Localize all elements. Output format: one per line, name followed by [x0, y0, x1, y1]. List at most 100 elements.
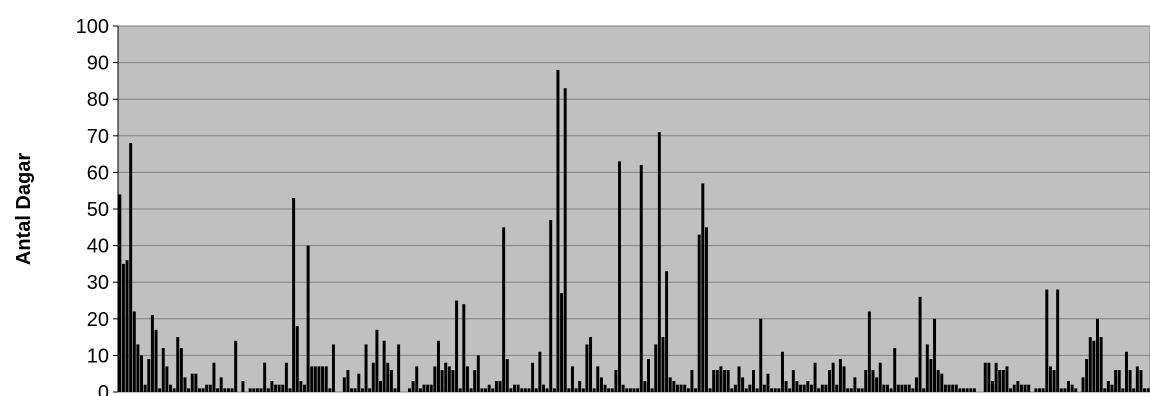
bar	[730, 388, 734, 392]
y-tick-label: 100	[76, 16, 109, 38]
bar	[697, 234, 701, 392]
bar	[516, 384, 520, 392]
bar	[704, 227, 708, 392]
bar	[726, 370, 730, 392]
bar	[324, 366, 328, 392]
bar	[147, 359, 151, 392]
bar	[936, 370, 940, 392]
bar	[675, 384, 679, 392]
bar	[813, 362, 817, 392]
bar	[1048, 366, 1052, 392]
bar	[918, 296, 922, 392]
bar	[1128, 370, 1132, 392]
bar	[541, 384, 545, 392]
bar	[484, 388, 488, 392]
bar	[436, 340, 440, 392]
bar	[1117, 370, 1121, 392]
bar	[871, 370, 875, 392]
bar	[596, 366, 600, 392]
bar	[820, 384, 824, 392]
bar	[842, 366, 846, 392]
bar	[371, 362, 375, 392]
bar	[922, 388, 926, 392]
bar	[197, 388, 201, 392]
bar	[570, 366, 574, 392]
bar	[552, 388, 556, 392]
bar	[129, 143, 133, 392]
bar	[994, 362, 998, 392]
bar	[444, 362, 448, 392]
bar	[686, 388, 690, 392]
bar	[379, 381, 383, 392]
bar	[592, 388, 596, 392]
bar	[469, 388, 473, 392]
bar	[661, 337, 665, 392]
bar	[1124, 351, 1128, 392]
bar	[223, 388, 227, 392]
bar	[654, 344, 658, 392]
bar	[762, 384, 766, 392]
bar	[179, 348, 183, 392]
bar	[429, 384, 433, 392]
bar	[284, 362, 288, 392]
bar	[154, 329, 158, 392]
bar	[560, 293, 564, 392]
bar	[1099, 337, 1103, 392]
bar	[860, 388, 864, 392]
bar	[972, 388, 976, 392]
bar	[513, 384, 516, 392]
bar	[241, 381, 245, 392]
bar	[643, 381, 647, 392]
bar	[1059, 388, 1063, 392]
bar	[190, 373, 194, 392]
bar	[672, 381, 676, 392]
bar	[603, 384, 607, 392]
bar	[947, 384, 951, 392]
bar	[1041, 388, 1045, 392]
bar	[998, 370, 1002, 392]
bar	[1103, 388, 1107, 392]
bar	[744, 388, 748, 392]
bar	[1096, 318, 1099, 392]
bar	[817, 388, 821, 392]
bar	[534, 388, 538, 392]
bar	[864, 370, 868, 392]
bar	[389, 370, 393, 392]
bar	[411, 381, 415, 392]
bar	[1081, 377, 1085, 392]
bar	[263, 362, 267, 392]
bar	[158, 388, 162, 392]
bar	[824, 384, 828, 392]
bar	[364, 344, 368, 392]
bar	[882, 384, 886, 392]
bar	[306, 245, 310, 392]
bar	[907, 384, 911, 392]
bar	[737, 366, 741, 392]
bar	[889, 388, 893, 392]
bar	[809, 384, 813, 392]
bar	[806, 381, 810, 392]
bar	[799, 384, 803, 392]
bar	[708, 388, 712, 392]
bar	[567, 388, 571, 392]
bar	[125, 260, 129, 392]
y-tick-label: 50	[87, 199, 109, 221]
bar	[589, 337, 593, 392]
bar	[375, 329, 379, 392]
bar	[317, 366, 321, 392]
bar	[545, 388, 549, 392]
bar	[925, 344, 929, 392]
bar	[1070, 384, 1074, 392]
bar	[770, 388, 774, 392]
bar	[169, 384, 172, 392]
bar	[455, 300, 459, 392]
bar	[331, 344, 335, 392]
bar	[274, 384, 277, 392]
bar	[639, 165, 643, 392]
bar	[831, 362, 835, 392]
bar	[509, 388, 513, 392]
bar	[426, 384, 430, 392]
bar	[668, 377, 672, 392]
bar	[357, 373, 361, 392]
